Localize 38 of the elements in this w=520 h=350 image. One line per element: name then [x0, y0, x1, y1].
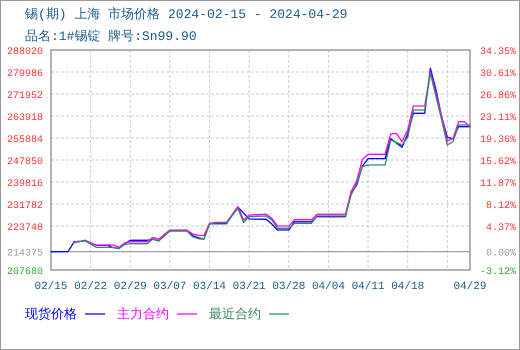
- y-tick-label: 207680: [6, 267, 43, 278]
- x-tick-label: 02/15: [34, 281, 68, 293]
- y-tick-label: 271952: [6, 91, 43, 102]
- y2-tick-label: 34.35%: [480, 47, 516, 58]
- y2-tick-label: 30.61%: [480, 68, 516, 80]
- x-tick-label: 04/04: [312, 281, 346, 293]
- y-tick-label: 279986: [6, 69, 43, 80]
- y2-tick-label: 11.87%: [480, 178, 516, 190]
- y-tick-label: 247850: [6, 157, 43, 168]
- y2-tick-label: 15.62%: [480, 156, 516, 168]
- x-tick-label: 03/28: [272, 281, 306, 293]
- y2-tick-label: 8.12%: [486, 201, 516, 212]
- x-tick-label: 02/22: [74, 281, 108, 293]
- x-tick-label: 03/14: [193, 281, 226, 293]
- x-tick-label: 04/11: [352, 281, 385, 293]
- y2-tick-label: 19.36%: [480, 135, 516, 146]
- y-tick-label: 255884: [6, 135, 43, 146]
- y-tick-label: 239816: [6, 179, 43, 190]
- y-tick-label: 288020: [6, 47, 43, 58]
- y-tick-label: 263918: [6, 113, 43, 124]
- x-tick-label: 03/21: [232, 281, 266, 293]
- x-tick-label: 04/18: [391, 281, 424, 293]
- x-tick-label: 04/29: [453, 281, 487, 293]
- y2-tick-label: 26.86%: [480, 90, 516, 102]
- legend-label: 最近合约: [209, 307, 261, 322]
- legend-label: 现货价格: [25, 307, 77, 322]
- y2-tick-label: 4.37%: [486, 223, 516, 234]
- y2-tick-label: -3.12%: [480, 267, 516, 278]
- chart-title: 锡(期) 上海 市场价格 2024-02-15 - 2024-04-29: [24, 7, 348, 22]
- y-tick-label: 223748: [6, 223, 43, 234]
- chart-subtitle: 品名:1#锡锭 牌号:Sn99.90: [25, 29, 197, 44]
- x-tick-label: 02/29: [114, 281, 147, 293]
- legend-label: 主力合约: [117, 306, 169, 322]
- y2-tick-label: 0.00%: [486, 248, 516, 260]
- y-tick-label: 231782: [6, 201, 43, 212]
- x-tick-label: 03/07: [153, 281, 186, 293]
- y-tick-label: 214375: [6, 248, 43, 260]
- y2-tick-label: 23.11%: [480, 112, 516, 124]
